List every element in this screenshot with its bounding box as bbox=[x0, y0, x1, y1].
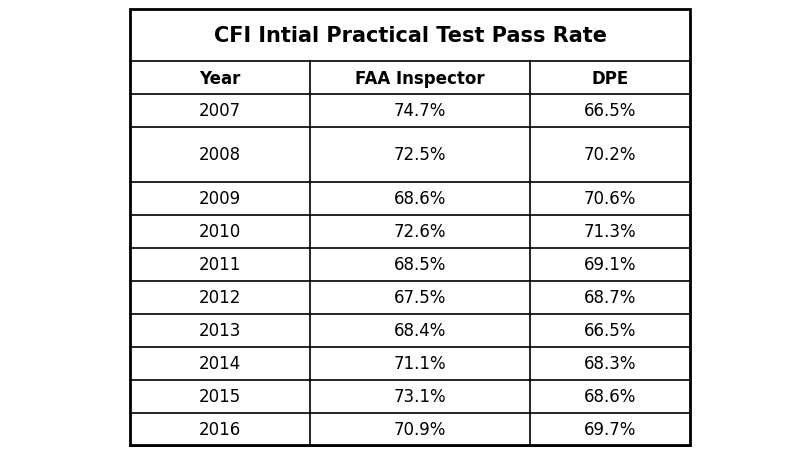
Text: 71.1%: 71.1% bbox=[393, 355, 446, 373]
Text: 2013: 2013 bbox=[199, 322, 241, 340]
Text: 68.3%: 68.3% bbox=[584, 355, 637, 373]
Text: 70.6%: 70.6% bbox=[584, 190, 636, 208]
Text: 2007: 2007 bbox=[199, 102, 241, 120]
Text: 2011: 2011 bbox=[199, 256, 241, 274]
Text: 2009: 2009 bbox=[199, 190, 241, 208]
Text: 68.5%: 68.5% bbox=[394, 256, 446, 274]
Text: DPE: DPE bbox=[591, 69, 629, 87]
Text: 70.2%: 70.2% bbox=[584, 146, 637, 164]
Text: 66.5%: 66.5% bbox=[584, 102, 636, 120]
Text: Year: Year bbox=[200, 69, 241, 87]
Text: 2014: 2014 bbox=[199, 355, 241, 373]
Text: 2015: 2015 bbox=[199, 388, 241, 405]
Text: 2016: 2016 bbox=[199, 420, 241, 439]
Text: 2012: 2012 bbox=[199, 289, 241, 307]
Text: 74.7%: 74.7% bbox=[394, 102, 446, 120]
Text: CFI Intial Practical Test Pass Rate: CFI Intial Practical Test Pass Rate bbox=[213, 26, 607, 46]
Text: 69.1%: 69.1% bbox=[584, 256, 637, 274]
Text: 2008: 2008 bbox=[199, 146, 241, 164]
Text: 70.9%: 70.9% bbox=[394, 420, 446, 439]
Text: 66.5%: 66.5% bbox=[584, 322, 636, 340]
Text: 67.5%: 67.5% bbox=[394, 289, 446, 307]
Text: 2017: 2017 bbox=[199, 454, 241, 455]
Text: 72.6%: 72.6% bbox=[394, 223, 446, 241]
Text: 68.6%: 68.6% bbox=[394, 190, 446, 208]
Text: 69.7%: 69.7% bbox=[584, 420, 636, 439]
Text: 72.5%: 72.5% bbox=[394, 146, 446, 164]
Text: 2010: 2010 bbox=[199, 223, 241, 241]
Text: 68.6%: 68.6% bbox=[584, 388, 636, 405]
Text: 73.5%: 73.5% bbox=[394, 454, 446, 455]
Text: 67.7%: 67.7% bbox=[584, 454, 636, 455]
Text: 71.3%: 71.3% bbox=[584, 223, 637, 241]
Text: 73.1%: 73.1% bbox=[393, 388, 446, 405]
Text: 68.4%: 68.4% bbox=[394, 322, 446, 340]
Text: FAA Inspector: FAA Inspector bbox=[355, 69, 485, 87]
Bar bbox=[130, 10, 690, 445]
Text: 68.7%: 68.7% bbox=[584, 289, 636, 307]
